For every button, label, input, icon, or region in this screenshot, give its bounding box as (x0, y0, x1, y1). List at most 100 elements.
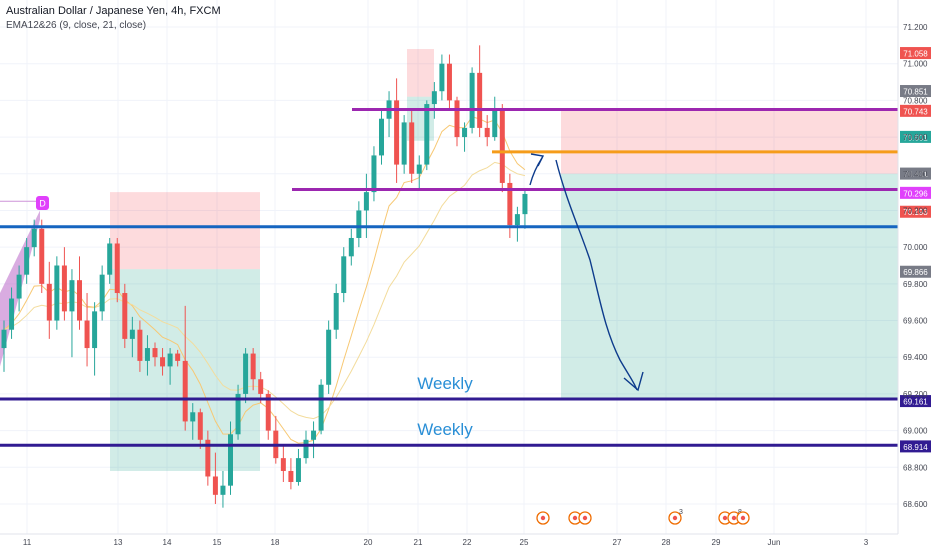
candle-body (379, 118, 384, 156)
event-marker[interactable] (578, 511, 592, 525)
candle (144, 335, 150, 376)
candle-body (462, 127, 468, 138)
price-tag-label: 69.866 (903, 268, 928, 277)
price-tag (900, 395, 931, 408)
event-marker[interactable] (536, 511, 550, 525)
candle-body (363, 192, 369, 211)
candle (295, 448, 301, 486)
price-tag (900, 205, 931, 218)
candle (114, 237, 120, 303)
candle-body (228, 434, 233, 486)
candle (107, 237, 113, 284)
candle (341, 247, 347, 303)
candle-body (424, 104, 430, 165)
event-marker-dot (672, 515, 678, 521)
candle-body (341, 256, 347, 294)
time-tick-label: 27 (613, 538, 622, 547)
candle (507, 173, 513, 238)
candle (129, 316, 135, 358)
price-axis[interactable]: 71.058 70.851 70.743 70.601 70.401 70.296 70.1… (897, 0, 932, 534)
candle-body (507, 182, 513, 226)
candle-body (356, 210, 362, 238)
candle-body (114, 243, 120, 294)
price-tick-label: 70.400 (903, 170, 928, 179)
candle (122, 283, 128, 349)
candle-body (122, 293, 128, 339)
candle-body (152, 348, 158, 358)
candle-body (24, 247, 30, 275)
down-arrow-path (555, 159, 638, 391)
profit-zone (561, 173, 899, 400)
weekly-label: Weekly (417, 420, 473, 439)
price-tick-label: 70.200 (903, 206, 928, 215)
candle (137, 320, 143, 372)
event-marker[interactable]: 3 (668, 509, 683, 525)
candle-body (54, 265, 60, 321)
price-tag (900, 440, 931, 453)
candle-body (295, 458, 301, 482)
candle (250, 348, 256, 391)
weekly-label: Weekly (417, 374, 473, 393)
candle (318, 379, 324, 435)
pattern-label: D (39, 199, 46, 209)
price-tag-label: 70.743 (903, 107, 928, 116)
candle-body (492, 109, 498, 138)
candle (39, 219, 45, 294)
candle-body (212, 476, 218, 495)
candle-body (144, 348, 150, 361)
candle-body (182, 360, 188, 422)
candle-body (205, 439, 211, 477)
candle (197, 408, 203, 449)
candle (492, 96, 498, 141)
candle-body (197, 412, 203, 440)
candle-body (250, 353, 256, 380)
annotations: Weekly Weekly D (36, 196, 473, 439)
candle (514, 206, 520, 242)
time-axis[interactable]: 11 13 14 15 18 20 21 22 25 27 28 29 Jun 3 (0, 533, 932, 550)
price-tag (900, 47, 931, 60)
event-marker-dot (722, 515, 728, 521)
price-tick-label: 71.200 (903, 23, 928, 32)
candle (61, 247, 67, 321)
candle-body (9, 298, 15, 330)
candle-body (311, 430, 317, 440)
event-marker[interactable] (568, 511, 582, 525)
candle-body (39, 228, 45, 284)
price-tick-label: 69.600 (903, 317, 928, 326)
candle-body (454, 100, 460, 138)
price-tick-label: 69.200 (903, 390, 928, 399)
price-tick-label: 69.400 (903, 353, 928, 362)
candle (288, 458, 294, 490)
candle (348, 228, 354, 266)
indicator-legend: EMA12&26 (9, close, 21, close) (6, 20, 147, 31)
time-tick-label: 13 (114, 538, 123, 547)
candle (1, 320, 7, 372)
time-tick-label: 21 (414, 538, 423, 547)
price-tick-label: 69.800 (903, 280, 928, 289)
candle (152, 342, 158, 367)
candle-body (69, 280, 75, 312)
candle (167, 348, 173, 385)
candle (484, 115, 490, 147)
candle (439, 54, 445, 101)
candle-body (522, 193, 528, 215)
candle (212, 452, 218, 504)
event-markers[interactable]: 38 (536, 509, 750, 525)
candle-body (265, 393, 271, 431)
price-tag (900, 104, 931, 117)
candle (235, 384, 241, 440)
event-marker[interactable] (736, 511, 750, 525)
candle (333, 283, 339, 339)
loss-zone (110, 192, 260, 270)
candle-body (484, 127, 490, 138)
candle (446, 54, 452, 110)
candle-body (235, 393, 241, 435)
candle-body (348, 237, 354, 257)
price-tick-label: 68.600 (903, 500, 928, 509)
candle (386, 91, 392, 138)
candle (243, 348, 249, 404)
candle (92, 302, 98, 376)
event-marker-dot (582, 515, 588, 521)
candle (77, 256, 82, 330)
